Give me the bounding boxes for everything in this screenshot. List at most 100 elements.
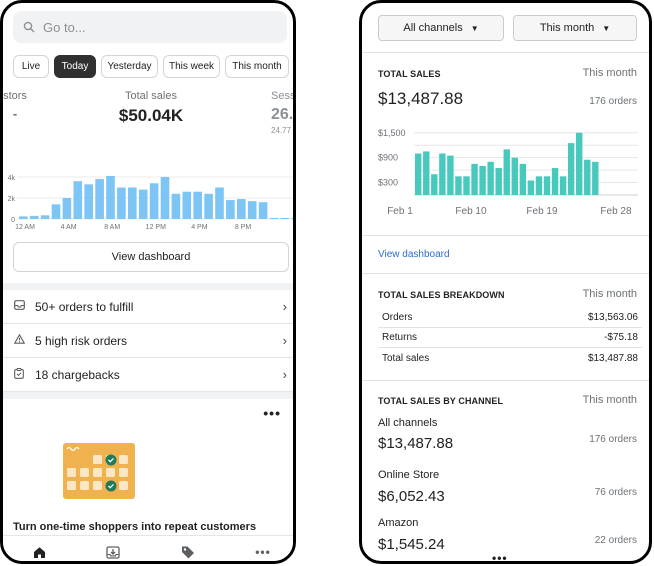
metric-visitors[interactable]: stors - <box>3 90 33 121</box>
sales-bar <box>487 161 494 195</box>
sales-bar <box>269 217 279 219</box>
breakdown-title: TOTAL SALES BREAKDOWN <box>378 290 505 300</box>
monthly-sales-bar-chart: $1,500 $900 $300 Feb 1 Feb 10 Feb 19 Feb 28 <box>378 128 638 217</box>
bottom-navigation: ••• <box>3 535 293 561</box>
view-dashboard-link[interactable]: View dashboard <box>378 249 450 260</box>
y-tick-label: $1,500 <box>378 128 406 138</box>
clipboard-icon <box>13 367 25 382</box>
divider <box>362 273 649 274</box>
breakdown-period: This month <box>582 288 637 300</box>
sales-bar <box>73 181 83 219</box>
sales-bar <box>463 176 470 195</box>
inbox-icon[interactable] <box>105 544 121 560</box>
sales-bar <box>95 179 104 219</box>
x-tick-label: 8 PM <box>235 224 252 231</box>
caret-down-icon: ▼ <box>470 23 479 33</box>
x-tick-label: Feb 19 <box>526 206 558 217</box>
channel-name: Online Store <box>378 469 440 481</box>
metric-visitors-value: - <box>12 106 18 121</box>
promo-more-button[interactable]: ••• <box>263 405 281 421</box>
more-button[interactable]: ••• <box>492 551 508 564</box>
sales-bar <box>280 217 290 219</box>
sales-bar <box>117 187 126 219</box>
y-tick-label: $900 <box>378 153 398 163</box>
section-separator <box>3 283 293 290</box>
x-tick-label: 4 PM <box>191 224 208 231</box>
sales-bar <box>193 191 202 219</box>
sales-bar <box>423 151 430 195</box>
sales-bar <box>204 193 213 219</box>
total-sales-value: $13,487.88 <box>378 89 464 108</box>
breakdown-value: -$75.18 <box>604 332 638 343</box>
divider <box>362 235 649 236</box>
view-dashboard-button[interactable]: View dashboard <box>13 242 289 272</box>
x-tick-label: 4 AM <box>61 224 77 231</box>
task-orders-to-fulfill[interactable]: 50+ orders to fulfill › <box>3 290 293 324</box>
task-high-risk-orders[interactable]: 5 high risk orders › <box>3 324 293 358</box>
metric-total-sales[interactable]: Total sales $50.04K <box>101 90 201 126</box>
date-range-pills: Live Today Yesterday This week This mont… <box>3 55 293 79</box>
sales-bar <box>551 168 559 195</box>
sales-bar <box>431 174 438 195</box>
sales-bar <box>479 165 486 195</box>
pill-this-month[interactable]: This month <box>225 55 289 78</box>
breakdown-row-total: Total sales $13,487.88 <box>378 348 642 368</box>
by-channel-period: This month <box>582 394 637 406</box>
task-chargebacks[interactable]: 18 chargebacks › <box>3 358 293 392</box>
channel-name: All channels <box>378 417 438 429</box>
x-tick-label: 12 PM <box>146 224 166 231</box>
sales-bar <box>447 155 454 195</box>
phone-left: Go to... Live Today Yesterday This week … <box>0 0 296 564</box>
sales-bar <box>567 143 575 195</box>
task-label: 5 high risk orders <box>35 333 128 348</box>
sales-bar <box>237 199 246 219</box>
sales-bar <box>503 149 510 195</box>
inbox-icon <box>13 300 25 313</box>
x-tick-label: Feb 1 <box>387 206 413 217</box>
metric-visitors-label: stors <box>3 90 27 102</box>
pill-yesterday[interactable]: Yesterday <box>101 55 158 78</box>
sales-bar <box>149 183 159 219</box>
tag-icon[interactable] <box>180 544 196 560</box>
sales-bar <box>584 159 591 195</box>
chevron-right-icon: › <box>282 299 287 314</box>
promo-title: Turn one-time shoppers into repeat custo… <box>13 521 257 533</box>
breakdown-label: Total sales <box>382 352 430 364</box>
breakdown-value: $13,487.88 <box>587 352 638 364</box>
pill-live[interactable]: Live <box>13 55 49 78</box>
search-placeholder: Go to... <box>43 19 86 35</box>
sales-bar <box>495 168 502 195</box>
calendar-illustration <box>63 443 135 499</box>
breakdown-label: Returns <box>382 332 418 343</box>
x-tick-label: 8 AM <box>104 224 120 231</box>
sales-bar <box>535 176 543 195</box>
channel-value: $1,545.24 <box>378 536 445 553</box>
sales-bar <box>106 175 115 219</box>
sales-bar <box>415 153 422 195</box>
y-tick-label: 4k <box>8 175 16 182</box>
metric-sessions[interactable]: Sess 26. 24.77 <box>271 90 293 135</box>
sales-bar <box>559 176 567 195</box>
sales-bar <box>160 177 170 219</box>
channel-value: $13,487.88 <box>378 435 454 452</box>
home-icon[interactable] <box>31 544 47 560</box>
metric-total-sales-label: Total sales <box>125 90 177 102</box>
sales-bar <box>543 176 551 195</box>
more-icon[interactable]: ••• <box>255 545 271 559</box>
pill-this-week[interactable]: This week <box>163 55 220 78</box>
period-dropdown[interactable]: This month ▼ <box>513 15 637 41</box>
search-input[interactable]: Go to... <box>13 11 287 43</box>
sales-bar <box>258 202 268 219</box>
x-tick-label: Feb 10 <box>455 206 487 217</box>
channels-dropdown-label: All channels <box>403 22 463 34</box>
channel-name: Amazon <box>378 517 419 529</box>
y-tick-label: 2k <box>8 196 16 203</box>
total-sales-orders: 176 orders <box>589 96 637 107</box>
phone-right: All channels ▼ This month ▼ TOTAL SALES … <box>359 0 652 564</box>
pill-today[interactable]: Today <box>54 55 96 78</box>
y-tick-label: $300 <box>378 178 398 188</box>
total-sales-period: This month <box>582 67 637 79</box>
channels-dropdown[interactable]: All channels ▼ <box>378 15 504 41</box>
period-dropdown-label: This month <box>539 22 595 34</box>
sales-bar <box>40 215 50 219</box>
